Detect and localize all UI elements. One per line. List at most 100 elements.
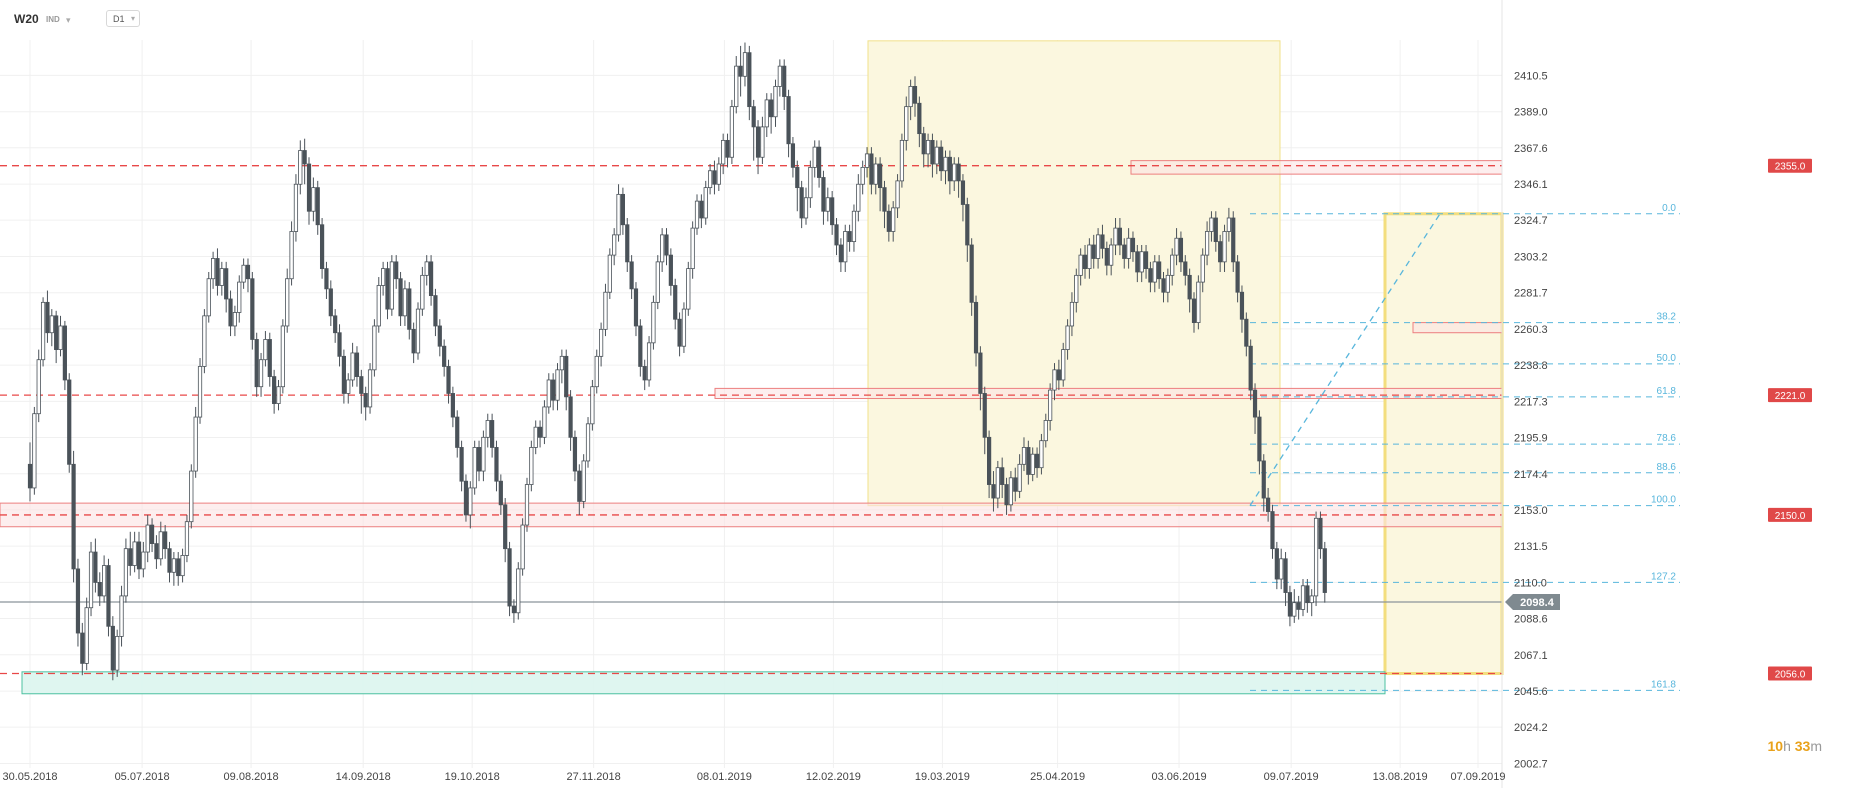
candle-bear <box>1104 247 1109 266</box>
symbol-dropdown-chevron-icon[interactable]: ▾ <box>66 15 71 25</box>
date-tick-label: 14.09.2018 <box>336 771 391 783</box>
candle-bull <box>1069 301 1075 327</box>
candle-bull <box>716 163 721 185</box>
highlight-rect-left <box>867 40 1281 507</box>
candle-bear <box>564 355 569 398</box>
candle-bear <box>27 463 33 489</box>
candle-countdown: 10h 33m <box>1767 738 1822 754</box>
candle-bull <box>585 423 591 462</box>
candle-bull <box>420 274 425 310</box>
candle-bear <box>878 163 883 189</box>
candle-bull <box>681 308 687 347</box>
candle-bear <box>1148 268 1153 283</box>
candle-bear <box>450 393 455 418</box>
candle-bull <box>1313 517 1319 597</box>
level-price-label: 2355.0 <box>1775 162 1806 173</box>
candle-bull <box>289 231 294 280</box>
candle-bear <box>1274 548 1279 580</box>
candle-bear <box>969 244 974 303</box>
candle-bull <box>655 261 660 303</box>
candle-bear <box>442 345 447 367</box>
candle-bull <box>1078 254 1083 276</box>
candle-bear <box>455 416 460 448</box>
date-tick-label: 08.01.2019 <box>697 771 752 783</box>
candle-bull <box>1113 227 1118 246</box>
candle-bear <box>1026 447 1031 475</box>
candle-bull <box>1017 463 1022 492</box>
candle-bear <box>446 366 451 394</box>
candle-bull <box>690 227 695 270</box>
candle-bull <box>211 258 216 280</box>
candle-bear <box>799 187 804 219</box>
candle-bull <box>346 379 351 394</box>
candle-bull <box>202 315 207 367</box>
candle-bear <box>176 558 181 577</box>
candle-bear <box>507 548 512 607</box>
date-tick-label: 13.08.2019 <box>1373 771 1428 783</box>
candle-bear <box>869 153 874 185</box>
candle-bear <box>215 258 220 286</box>
candle-bear <box>62 325 67 381</box>
candle-bear <box>1235 261 1240 293</box>
candle-bear <box>224 268 229 300</box>
level-price-label: 2150.0 <box>1775 511 1806 522</box>
candle-bear <box>250 278 255 340</box>
candle-bear <box>337 332 342 357</box>
candle-bear <box>917 102 922 135</box>
date-tick-label: 30.05.2018 <box>2 771 57 783</box>
candle-bear <box>973 301 979 354</box>
candle-bear <box>319 224 325 270</box>
candle-bull <box>803 197 809 219</box>
candle-bull <box>524 484 530 526</box>
fib-level-label: 78.6 <box>1657 433 1677 444</box>
candle-bear <box>830 197 835 226</box>
candle-bull <box>158 531 163 560</box>
candle-bear <box>551 379 556 401</box>
candle-bull <box>908 85 913 108</box>
candle-bull <box>925 139 931 155</box>
candle-bull <box>1052 369 1057 391</box>
candle-bull <box>1309 595 1314 604</box>
candle-bear <box>167 548 172 573</box>
candle-bull <box>1226 217 1231 232</box>
symbol-name[interactable]: W20 <box>14 12 39 26</box>
candle-bear <box>1252 389 1258 418</box>
candle-bear <box>786 96 791 145</box>
candle-bull <box>237 281 242 313</box>
candle-bull <box>1204 231 1210 256</box>
candle-bull <box>206 278 211 317</box>
level-price-tag <box>1768 158 1812 173</box>
candle-bear <box>490 420 495 448</box>
candle-bull <box>171 558 176 573</box>
candle-bull <box>193 416 198 472</box>
candle-bull <box>686 268 691 310</box>
price-axis: 2410.5 2389.0 2367.6 2346.1 2324.7 2303.2 2281… <box>1501 0 1548 788</box>
candle-bear <box>71 463 76 570</box>
candle-bear <box>537 426 543 438</box>
candle-bull <box>860 166 865 185</box>
candle-bear <box>987 436 992 485</box>
level-price-label: 2221.0 <box>1775 391 1806 402</box>
candle-bull <box>1170 254 1175 276</box>
candle-bear <box>324 268 329 290</box>
candle-bear <box>1034 453 1040 469</box>
candle-bear <box>315 187 320 226</box>
candle-bull <box>542 406 547 438</box>
candle-bear <box>1161 278 1166 293</box>
candle-bull <box>1074 274 1079 303</box>
candle-bull <box>533 426 538 448</box>
date-tick-label: 09.07.2019 <box>1264 771 1319 783</box>
candle-bear <box>1318 517 1323 550</box>
price-zones <box>0 160 1503 695</box>
candle-bear <box>965 204 970 246</box>
candle-bull <box>1196 281 1201 323</box>
candle-bull <box>402 288 408 317</box>
candle-bull <box>389 261 394 310</box>
price-tick-label: 2346.1 <box>1514 179 1548 191</box>
price-tick-label: 2153.0 <box>1514 505 1548 517</box>
timeframe-select[interactable]: D1 ▾ <box>106 10 140 27</box>
chart-toolbar: W20 IND ▾ D1 ▾ <box>0 0 1866 40</box>
level-price-tag <box>1768 388 1812 403</box>
candle-bull <box>197 366 203 418</box>
